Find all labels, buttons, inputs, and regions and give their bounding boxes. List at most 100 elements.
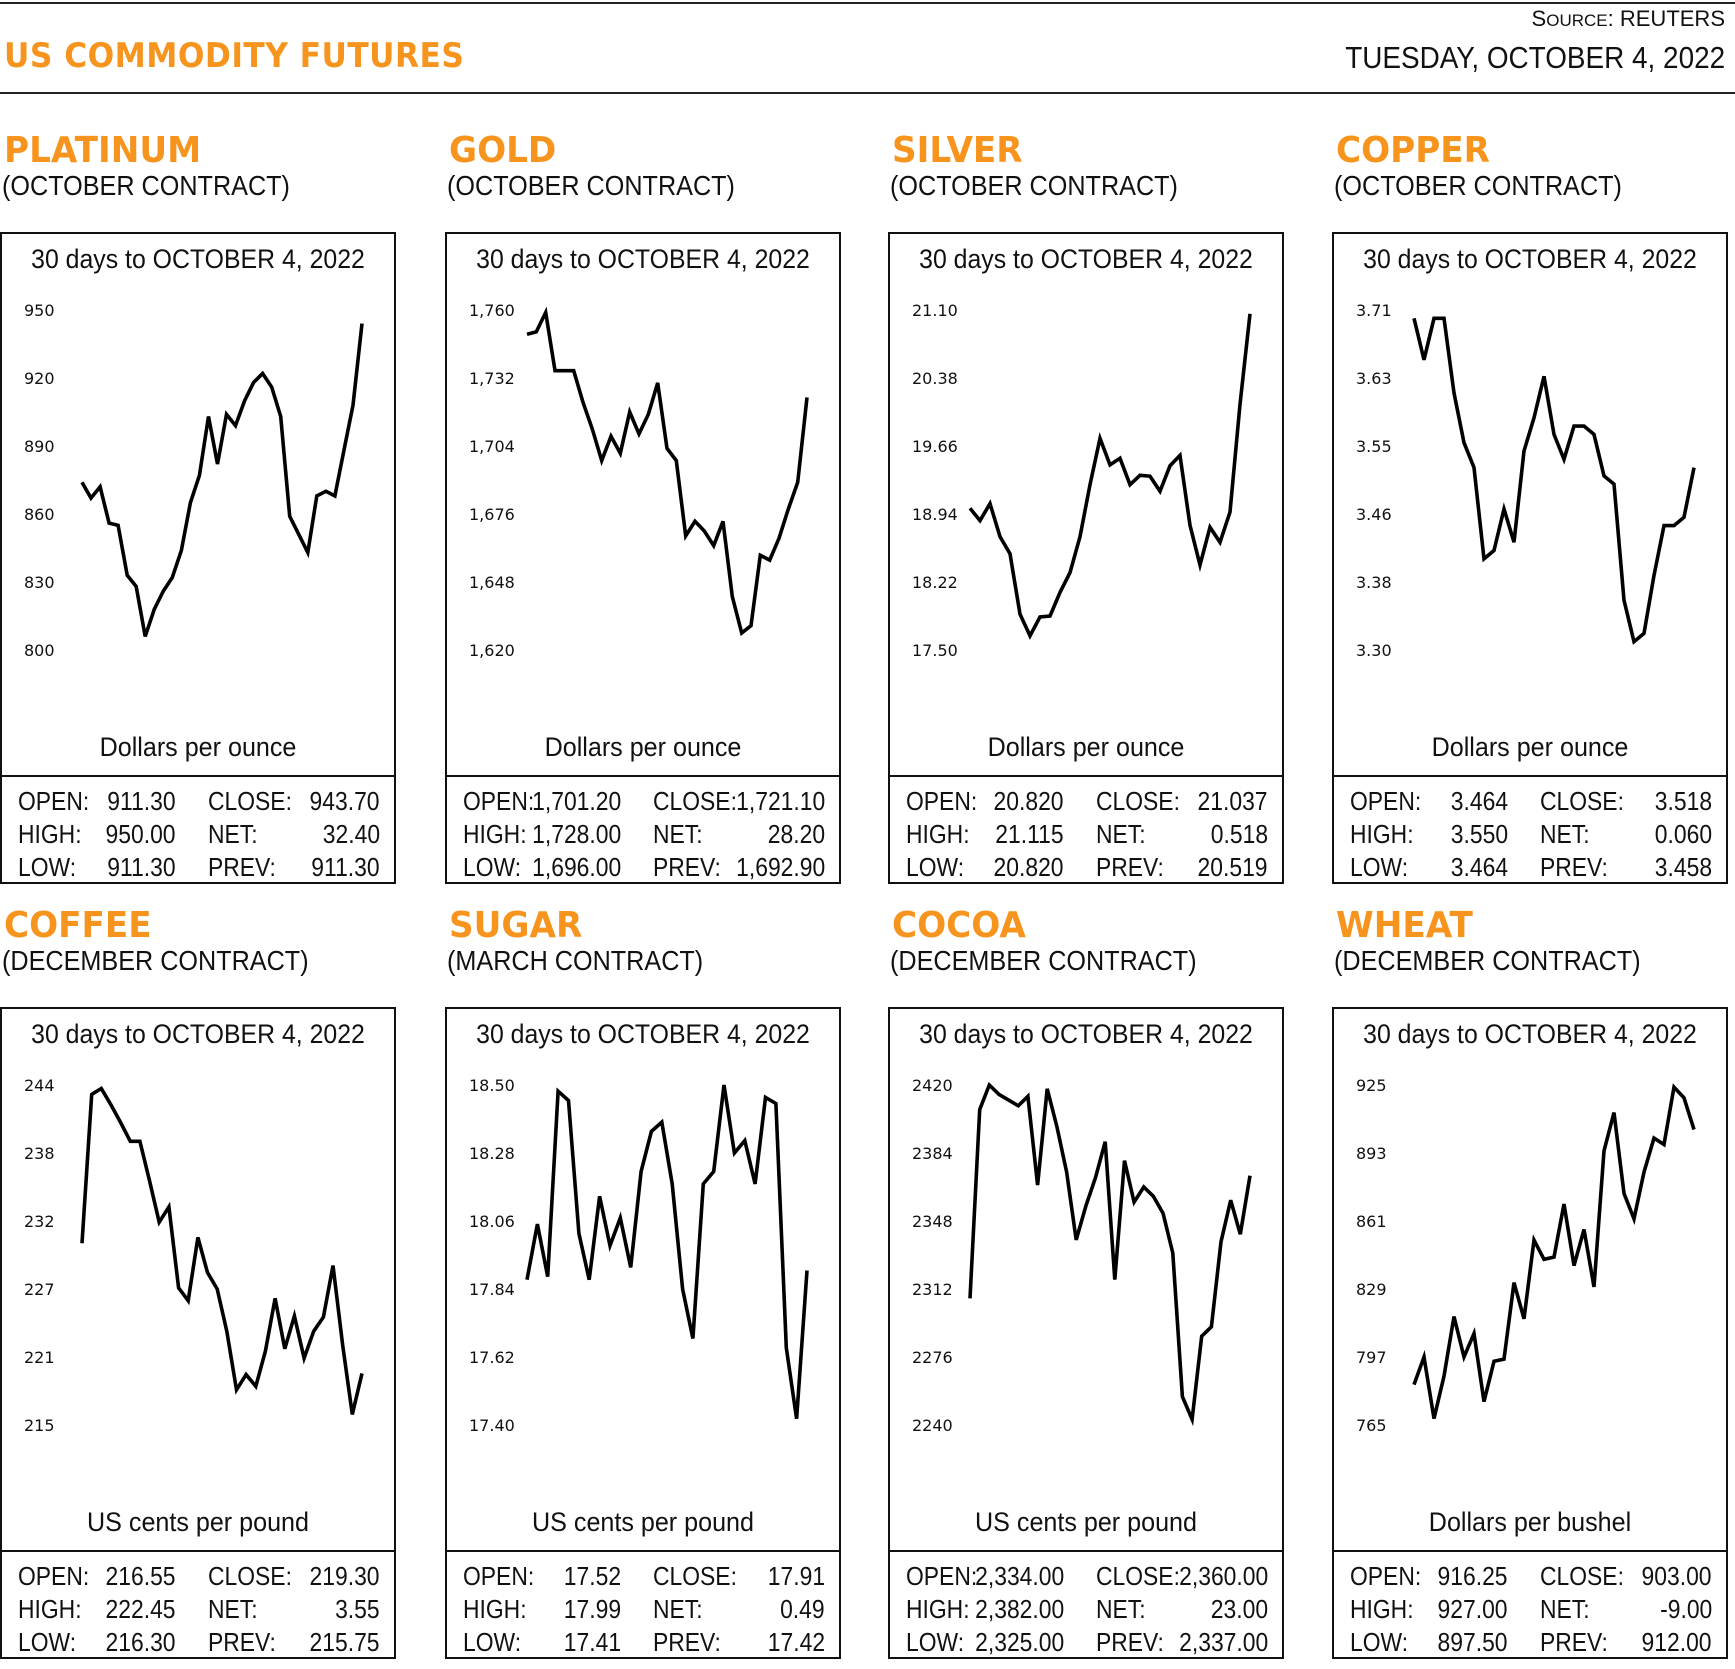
chart-period: 30 days to OCTOBER 4, 2022 <box>476 1019 810 1049</box>
low-value: 3.464 <box>1450 852 1508 882</box>
prev-value: 215.75 <box>310 1627 380 1657</box>
net-value: 0.49 <box>780 1594 825 1624</box>
price-line <box>80 323 364 637</box>
source-label-smallcaps: OURCE <box>1546 11 1608 30</box>
stats-table: OPEN: 3.464 CLOSE: 3.518 HIGH: 3.550 NET… <box>1350 786 1712 885</box>
contract-label: (OCTOBER CONTRACT) <box>1334 170 1622 201</box>
stats-divider <box>1334 1550 1726 1552</box>
y-axis-tick: 1,648 <box>469 573 515 592</box>
y-axis-tick: 18.28 <box>469 1144 515 1163</box>
prev-value: 2,337.00 <box>1178 1627 1268 1657</box>
y-axis-tick: 1,620 <box>469 641 515 660</box>
prev-value: 3.458 <box>1654 852 1712 882</box>
y-axis-tick: 215 <box>24 1416 55 1435</box>
chart-box: 30 days to OCTOBER 4, 2022 244 238 232 227 2… <box>0 1007 396 1659</box>
source-initial: S <box>1531 6 1547 31</box>
stats-row-low: LOW: 2,325.00 PREV: 2,337.00 <box>906 1627 1268 1660</box>
y-axis-tick: 860 <box>24 505 55 524</box>
stats-table: OPEN: 2,334.00 CLOSE: 2,360.00 HIGH: 2,3… <box>906 1561 1268 1660</box>
price-line <box>1412 316 1696 645</box>
stats-row-high: HIGH: 21.115 NET: 0.518 <box>906 819 1268 852</box>
y-axis-tick: 950 <box>24 301 55 320</box>
stats-divider <box>890 1550 1282 1552</box>
net-label: NET: <box>1096 1594 1146 1624</box>
high-label: HIGH: <box>1350 1594 1414 1624</box>
close-value: 2,360.00 <box>1178 1561 1268 1591</box>
stats-table: OPEN: 1,701.20 CLOSE: 1,721.10 HIGH: 1,7… <box>463 786 825 885</box>
prev-value: 20.519 <box>1198 852 1268 882</box>
y-axis-tick: 1,704 <box>469 437 515 456</box>
prev-value: 912.00 <box>1642 1627 1712 1657</box>
net-value: 32.40 <box>322 819 380 849</box>
low-label: LOW: <box>906 852 965 882</box>
net-value: 0.060 <box>1654 819 1712 849</box>
open-value: 3.464 <box>1450 786 1508 816</box>
high-label: HIGH: <box>463 1594 527 1624</box>
y-axis-tick: 20.38 <box>912 369 958 388</box>
y-axis-tick: 17.84 <box>469 1280 515 1299</box>
low-value: 911.30 <box>107 852 176 882</box>
stats-row-low: LOW: 17.41 PREV: 17.42 <box>463 1627 825 1660</box>
prev-label: PREV: <box>653 852 721 882</box>
stats-row-high: HIGH: 3.550 NET: 0.060 <box>1350 819 1712 852</box>
net-label: NET: <box>1540 1594 1590 1624</box>
y-axis-tick: 2420 <box>912 1076 953 1095</box>
stats-row-open: OPEN: 17.52 CLOSE: 17.91 <box>463 1561 825 1594</box>
net-label: NET: <box>1096 819 1146 849</box>
net-label: NET: <box>653 1594 703 1624</box>
stats-divider <box>447 1550 839 1552</box>
low-label: LOW: <box>1350 1627 1409 1657</box>
stats-table: OPEN: 17.52 CLOSE: 17.91 HIGH: 17.99 NET… <box>463 1561 825 1660</box>
y-axis-tick: 21.10 <box>912 301 958 320</box>
y-axis-tick: 1,732 <box>469 369 515 388</box>
low-value: 20.820 <box>994 852 1064 882</box>
stats-row-high: HIGH: 1,728.00 NET: 28.20 <box>463 819 825 852</box>
commodity-name: GOLD <box>449 130 557 171</box>
net-value: 23.00 <box>1210 1594 1268 1624</box>
y-axis-tick: 920 <box>24 369 55 388</box>
prev-label: PREV: <box>208 1627 276 1657</box>
stats-row-low: LOW: 20.820 PREV: 20.519 <box>906 852 1268 885</box>
stats-row-open: OPEN: 911.30 CLOSE: 943.70 <box>18 786 380 819</box>
y-axis-tick: 238 <box>24 1144 55 1163</box>
price-line <box>80 1086 364 1415</box>
y-axis-tick: 18.06 <box>469 1212 515 1231</box>
y-axis-tick: 221 <box>24 1348 55 1367</box>
high-value: 927.00 <box>1438 1594 1508 1624</box>
high-value: 3.550 <box>1450 819 1508 849</box>
contract-label: (DECEMBER CONTRACT) <box>1334 945 1641 976</box>
chart-period: 30 days to OCTOBER 4, 2022 <box>1363 244 1697 274</box>
open-value: 2,334.00 <box>974 1561 1064 1591</box>
line-chart-coffee: 244 238 232 227 221 215 <box>24 1076 364 1435</box>
open-label: OPEN: <box>463 786 535 816</box>
stats-table: OPEN: 911.30 CLOSE: 943.70 HIGH: 950.00 … <box>18 786 380 885</box>
low-label: LOW: <box>18 852 77 882</box>
open-label: OPEN: <box>18 786 90 816</box>
chart-period: 30 days to OCTOBER 4, 2022 <box>1363 1019 1697 1049</box>
chart-box: 30 days to OCTOBER 4, 2022 2420 2384 2348 2… <box>888 1007 1284 1659</box>
y-axis-tick: 18.94 <box>912 505 958 524</box>
close-value: 219.30 <box>310 1561 380 1591</box>
low-label: LOW: <box>18 1627 77 1657</box>
prev-value: 1,692.90 <box>735 852 825 882</box>
line-chart-sugar: 18.50 18.28 18.06 17.84 17.62 17.40 <box>469 1076 809 1435</box>
source-name: : REUTERS <box>1607 6 1725 31</box>
net-label: NET: <box>653 819 703 849</box>
y-axis-tick: 800 <box>24 641 55 660</box>
high-label: HIGH: <box>1350 819 1414 849</box>
y-axis-tick: 893 <box>1356 1144 1387 1163</box>
close-value: 943.70 <box>310 786 380 816</box>
line-chart-copper: 3.71 3.63 3.55 3.46 3.38 3.30 <box>1356 301 1696 660</box>
chart-box: 30 days to OCTOBER 4, 2022 950 920 890 860 8… <box>0 232 396 884</box>
low-value: 17.41 <box>563 1627 621 1657</box>
close-value: 1,721.10 <box>735 786 825 816</box>
commodity-name: SUGAR <box>449 905 583 946</box>
open-label: OPEN: <box>463 1561 535 1591</box>
open-value: 1,701.20 <box>531 786 621 816</box>
low-label: LOW: <box>463 852 522 882</box>
y-axis-tick: 2240 <box>912 1416 953 1435</box>
stats-divider <box>2 1550 394 1552</box>
header-rule <box>0 92 1735 94</box>
chart-box: 30 days to OCTOBER 4, 2022 18.50 18.28 18.… <box>445 1007 841 1659</box>
stats-row-open: OPEN: 2,334.00 CLOSE: 2,360.00 <box>906 1561 1268 1594</box>
